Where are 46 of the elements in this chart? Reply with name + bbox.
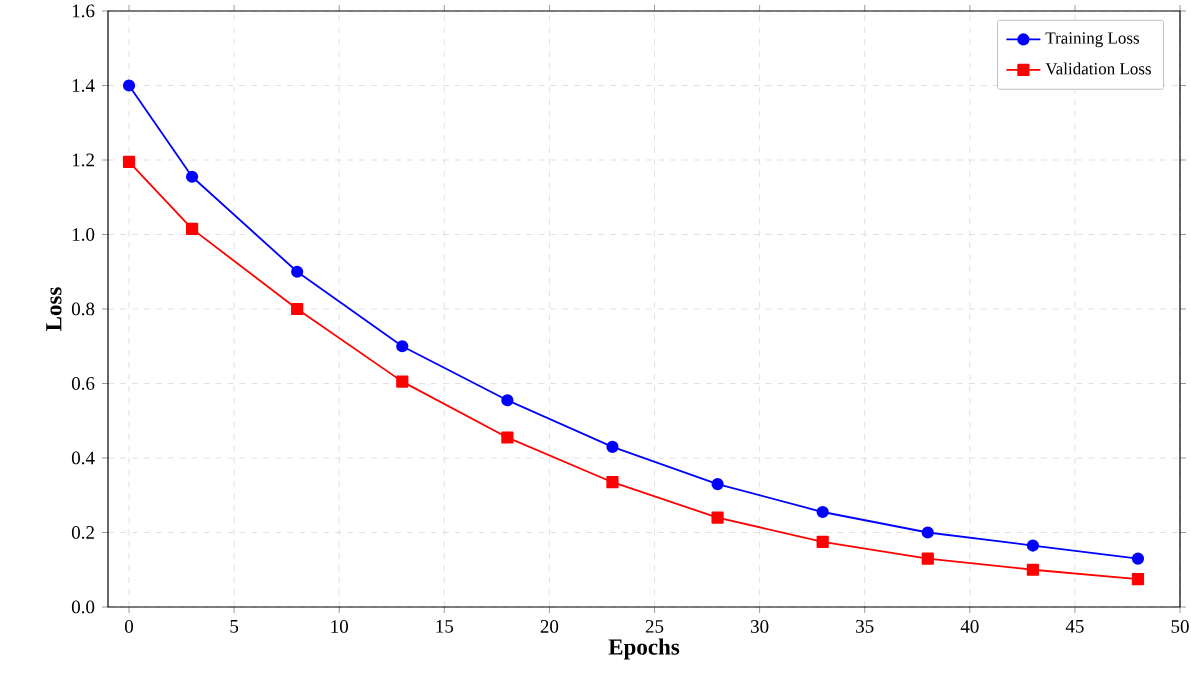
y-axis-title: Loss [46,287,62,331]
point [185,222,199,236]
point [501,431,514,444]
y-tick-label: 0.8 [71,302,95,316]
point [1131,572,1145,586]
point [122,155,136,168]
point [396,375,409,388]
x-axis-title: Epochs [608,638,680,660]
point [501,394,514,407]
y-tick-label: 0.2 [71,526,94,539]
point [711,477,724,491]
point [816,505,829,519]
point [185,170,199,183]
y-tick-label: 0.6 [71,377,95,390]
x-tick-label: 45 [1065,620,1084,633]
point [1131,552,1145,565]
x-tick-label: 35 [856,620,874,633]
point [291,265,304,278]
point [606,440,619,453]
point [921,526,934,539]
x-tick-label: 30 [751,620,769,633]
point [921,552,934,565]
x-tick-label: 25 [645,620,664,633]
point [122,79,136,92]
x-tick-label: 5 [230,620,239,633]
point [606,476,619,489]
legend-label: Validation Loss [1045,62,1151,75]
point [396,340,409,353]
x-tick-label: 0 [124,620,134,633]
y-tick-label: 1.6 [72,4,95,18]
point [711,511,724,524]
x-tick-label: 50 [1171,620,1189,633]
y-tick-label: 1.4 [72,79,95,92]
x-tick-label: 40 [960,620,979,633]
y-tick-label: 1.2 [72,153,94,167]
x-tick-label: 15 [436,620,454,633]
x-tick-label: 20 [540,620,559,633]
y-tick-label: 1.0 [72,228,95,241]
point [1026,539,1039,552]
x-tick-label: 10 [331,620,348,633]
legend-label: Training Loss [1045,32,1139,48]
point [1026,563,1039,576]
y-tick-label: 0.4 [71,451,95,465]
y-tick-label: 0.0 [71,600,95,614]
point [291,302,304,316]
point [816,535,829,548]
